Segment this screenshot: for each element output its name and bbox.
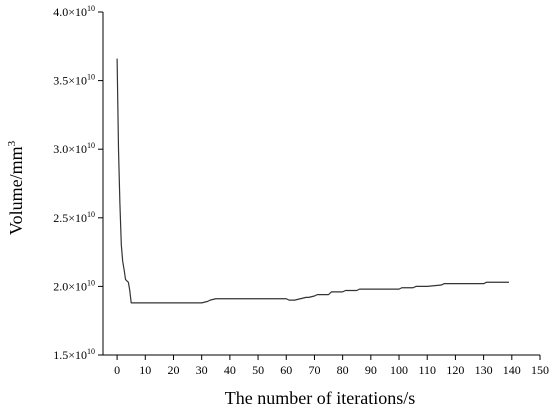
x-tick-label: 50 bbox=[252, 363, 264, 377]
x-tick-label: 90 bbox=[365, 363, 377, 377]
x-tick-label: 140 bbox=[503, 363, 521, 377]
x-tick-label: 20 bbox=[167, 363, 179, 377]
x-tick-label: 80 bbox=[337, 363, 349, 377]
x-axis-title: The number of iterations/s bbox=[225, 388, 415, 408]
x-tick-label: 30 bbox=[196, 363, 208, 377]
y-axis-title-text: Volume/mm bbox=[6, 146, 26, 235]
y-tick-label: 4.0×1010 bbox=[53, 4, 95, 19]
y-axis-title: Volume/mm3 bbox=[6, 140, 26, 235]
series-line bbox=[116, 58, 509, 304]
x-tick-label: 110 bbox=[418, 363, 436, 377]
y-tick-label: 3.0×1010 bbox=[53, 141, 95, 156]
y-tick-label: 2.0×1010 bbox=[53, 278, 95, 293]
x-tick-label: 150 bbox=[531, 363, 549, 377]
x-tick-label: 60 bbox=[280, 363, 292, 377]
y-axis-title-superscript: 3 bbox=[6, 140, 18, 146]
x-tick-label: 120 bbox=[446, 363, 464, 377]
x-tick-label: 100 bbox=[390, 363, 408, 377]
x-tick-label: 10 bbox=[139, 363, 151, 377]
x-tick-label: 70 bbox=[308, 363, 320, 377]
y-tick-label: 3.5×1010 bbox=[53, 73, 95, 88]
x-tick-label: 0 bbox=[114, 363, 120, 377]
y-tick-label: 1.5×1010 bbox=[53, 347, 95, 362]
x-tick-label: 40 bbox=[224, 363, 236, 377]
plot-area: 0 10 20 30 40 50 60 70 80 90 100 110 120 130 140 150 1.5… bbox=[53, 4, 549, 377]
y-tick-label: 2.5×1010 bbox=[53, 210, 95, 225]
x-tick-label: 130 bbox=[475, 363, 493, 377]
